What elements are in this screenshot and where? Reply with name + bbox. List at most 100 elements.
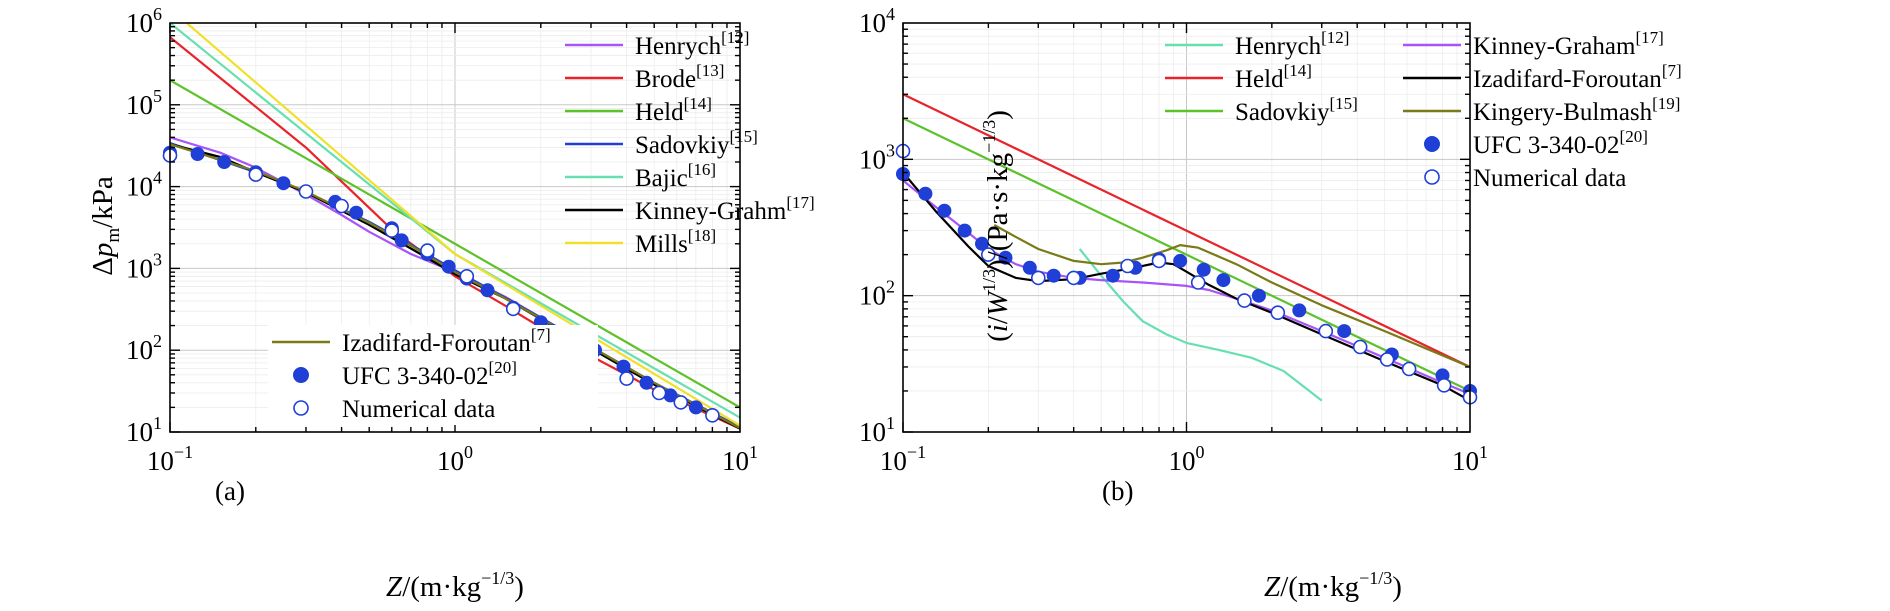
y-tick-label: 101	[859, 413, 895, 447]
legend-label: Numerical data	[1473, 165, 1626, 192]
numerical-data-point	[1318, 323, 1334, 339]
y-tick-label: 102	[126, 331, 162, 365]
x-tick-label: 100	[1169, 442, 1205, 476]
panel-b-xlabel-z: Z	[1264, 571, 1281, 603]
legend-label: Kinney-Graham[17]	[1473, 28, 1664, 60]
y-tick-label-exp: 3	[886, 140, 895, 160]
legend-label-ref: [19]	[1652, 94, 1680, 113]
numerical-data-point	[619, 371, 634, 386]
y-tick-label-base: 10	[859, 8, 886, 38]
panel-b-ylabel-unitexp: −1/3	[979, 120, 999, 153]
ufc-data-point	[217, 155, 232, 169]
x-tick-label-exp: 1	[749, 442, 758, 462]
legend-entry: Numerical data	[1424, 165, 1626, 192]
ufc-data-point	[918, 186, 933, 201]
panel-b-x-axis-label: Z/(m·kg−1/3)	[1264, 568, 1402, 603]
ufc-data-point	[394, 233, 409, 248]
legend-entry: UFC 3-340-02[20]	[1424, 127, 1648, 159]
legend-entry: Kinney-Graham[17]	[1403, 28, 1664, 60]
panel-a-xlabel-unit: /(m·kg	[402, 571, 481, 603]
ufc-data-point	[1216, 273, 1231, 288]
legend-label: Bajic[16]	[635, 160, 716, 192]
legend-label: Sadovkiy[15]	[1235, 94, 1358, 126]
series-line-izadifard-foroutan	[903, 171, 1470, 402]
legend-label-name: Kinney-Graham	[1473, 33, 1636, 60]
legend-entry: Henrych[12]	[565, 28, 749, 60]
x-tick-label-exp: −1	[174, 442, 193, 462]
x-tick-label-base: 10	[147, 446, 174, 476]
ufc-data-point	[1105, 268, 1120, 283]
legend-entry: Sadovkiy[15]	[565, 127, 758, 159]
legend-label-ref: [12]	[721, 28, 749, 47]
ufc-data-point	[639, 375, 654, 390]
legend-label: Numerical data	[342, 396, 495, 423]
legend-label-ref: [16]	[688, 160, 716, 179]
panel-a-legend-bottom: Izadifard-Foroutan[7]UFC 3-340-02[20]Num…	[268, 325, 598, 425]
ufc-data-point	[1046, 268, 1061, 283]
panel-b-tag: (b)	[1102, 476, 1133, 506]
y-tick-label: 104	[859, 4, 895, 38]
legend-label-name: Izadifard-Foroutan	[342, 330, 531, 357]
legend-marker-filled	[293, 367, 309, 383]
y-tick-label-base: 10	[859, 144, 886, 174]
x-tick-label-exp: 1	[1479, 442, 1488, 462]
legend-label-ref: [15]	[1329, 94, 1357, 113]
legend-label: Izadifard-Foroutan[7]	[342, 325, 551, 357]
legend-label-name: UFC 3-340-02	[342, 363, 489, 390]
y-tick-label-exp: 3	[153, 249, 162, 269]
legend-entry: Izadifard-Foroutan[7]	[272, 325, 551, 357]
numerical-data-point	[334, 198, 349, 214]
legend-label-ref: [14]	[1284, 61, 1312, 80]
ufc-data-point	[1173, 253, 1188, 268]
panel-a-ylabel-sub: m	[103, 228, 124, 243]
series-line-kingery-bulmash	[993, 224, 1470, 369]
legend-label-name: Henrych	[1235, 33, 1322, 60]
legend-marker-filled	[1424, 136, 1440, 152]
series-line-held	[170, 79, 740, 409]
legend-marker-open	[293, 400, 309, 416]
legend-entry: Sadovkiy[15]	[1165, 94, 1358, 126]
legend-label-name: Henrych	[635, 33, 722, 60]
legend-label-ref: [15]	[729, 127, 757, 146]
numerical-data-point	[1190, 275, 1206, 290]
legend-entry: Held[14]	[565, 94, 712, 126]
y-tick-label-base: 10	[126, 253, 153, 283]
x-tick-label-base: 10	[1169, 446, 1196, 476]
legend-label-name: Kingery-Bulmash	[1473, 99, 1653, 126]
legend-label-name: Kinney-Grahm	[635, 198, 787, 225]
y-tick-label: 106	[126, 4, 162, 38]
legend-entry: Numerical data	[293, 396, 495, 423]
ufc-data-point	[937, 203, 952, 218]
legend-label-name: Mills	[635, 231, 688, 258]
numerical-data-point	[1379, 352, 1395, 367]
legend-label: Sadovkiy[15]	[635, 127, 758, 159]
y-tick-label-exp: 1	[886, 413, 895, 433]
panel-b-legend: Henrych[12]Held[14]Sadovkiy[15] Kinney-Gr…	[1165, 28, 1682, 192]
numerical-data-point	[1401, 361, 1417, 377]
numerical-data-point	[420, 243, 435, 258]
ufc-data-point	[349, 205, 364, 220]
ufc-data-point	[998, 250, 1013, 265]
y-tick-label-base: 10	[126, 90, 153, 120]
legend-entry: Henrych[12]	[1165, 28, 1349, 60]
y-tick-label-base: 10	[126, 8, 153, 38]
legend-label: UFC 3-340-02[20]	[342, 358, 517, 390]
legend-label-ref: [18]	[688, 226, 716, 245]
legend-label-name: UFC 3-340-02	[1473, 132, 1620, 159]
panel-b-xlabel-unit: /(m·kg	[1280, 571, 1359, 603]
panel-b-xlabel-exp: −1/3	[1359, 568, 1392, 588]
legend-label: Mills[18]	[635, 226, 716, 258]
panel-b-ylabel-slash: /	[982, 315, 1014, 324]
x-tick-label-base: 10	[722, 446, 749, 476]
legend-label: Held[14]	[1235, 61, 1312, 93]
panel-b-xlabel-close: )	[1392, 571, 1402, 603]
legend-label-name: Izadifard-Foroutan	[1473, 66, 1662, 93]
x-tick-label-base: 10	[437, 446, 464, 476]
panel-a-y-axis-label: Δpm/kPa	[87, 176, 124, 276]
y-tick-label: 102	[859, 277, 895, 311]
panel-a-ylabel-unit: /kPa	[87, 176, 119, 228]
legend-label-ref: [7]	[531, 325, 551, 344]
